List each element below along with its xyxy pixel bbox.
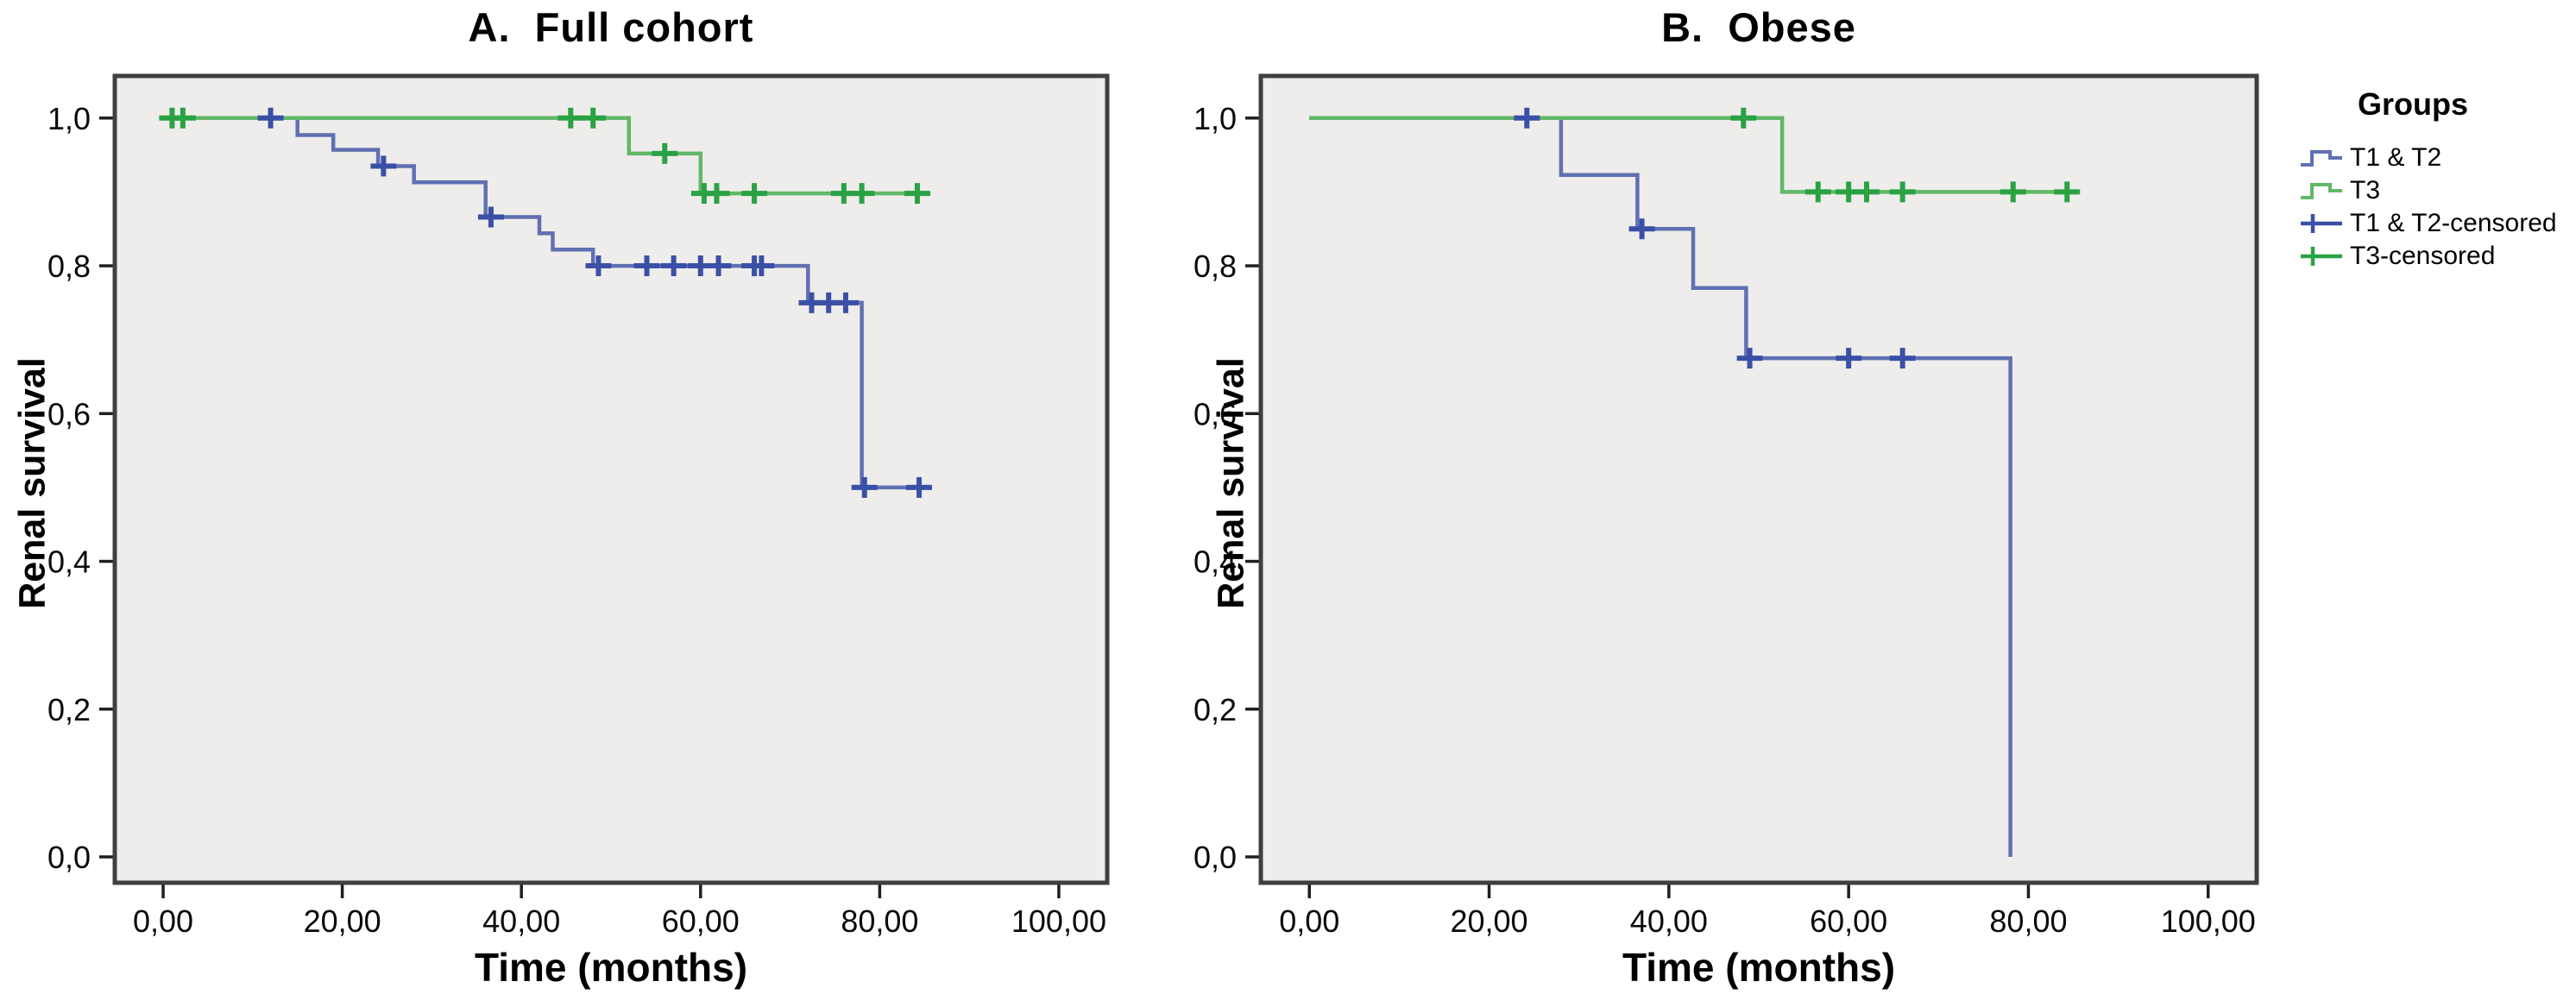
panel-a-x-tick-label: 80,00	[841, 903, 918, 939]
step-line-swatch-icon	[2301, 183, 2342, 199]
panel-b-y-tick-label: 0,2	[1194, 692, 1237, 727]
panel-b-x-tick-label: 80,00	[1989, 903, 2067, 939]
panel-b-x-tick-label: 0,00	[1279, 903, 1339, 939]
panel-a-y-tick-label: 0,8	[47, 249, 91, 284]
panel-b-y-tick-label: 0,0	[1194, 840, 1237, 875]
panel-a-y-axis-label: Renal survival	[11, 357, 54, 609]
legend-item-t1t2: T1 & T2	[2299, 142, 2573, 174]
legend-item-label: T1 & T2	[2350, 143, 2442, 172]
panel-b-y-tick-label: 0,4	[1194, 544, 1237, 580]
legend-item-t1t2-censored: T1 & T2-censored	[2299, 207, 2573, 240]
panel-b-plot-border	[1258, 73, 2259, 885]
panel-a-x-axis-label: Time (months)	[474, 945, 748, 990]
panel-b-x-axis-label: Time (months)	[1622, 945, 1896, 990]
panel-b-y-tick-label: 1,0	[1194, 101, 1237, 136]
panel-a-plot-border	[112, 73, 1110, 885]
panel-b-x-tick-label: 100,00	[2161, 903, 2256, 939]
panel-b-x-tick-label: 20,00	[1450, 903, 1527, 939]
panel-a-y-tick-label: 1,0	[47, 101, 91, 136]
legend-title: Groups	[2357, 86, 2468, 122]
legend: Groups T1 & T2 T3 T1 & T2-censored T3-ce…	[2299, 86, 2573, 273]
panel-a-y-tick-label: 0,0	[47, 840, 91, 875]
legend-item-label: T1 & T2-censored	[2350, 209, 2557, 237]
panel-a-x-tick-label: 20,00	[304, 903, 381, 939]
panel-a-y-tick-label: 0,4	[47, 544, 91, 580]
panel-b-y-tick-label: 0,6	[1194, 396, 1237, 431]
censor-plus-swatch-icon	[2301, 214, 2342, 233]
panel-a-x-tick-label: 100,00	[1011, 903, 1106, 939]
legend-item-label: T3-censored	[2350, 242, 2496, 270]
panel-b-km-curve-t3	[1309, 116, 2074, 194]
panel-a-x-tick-label: 40,00	[482, 903, 560, 939]
legend-item-t3: T3	[2299, 174, 2573, 207]
panel-b-km-curve-t1-t2	[1309, 116, 2012, 857]
censor-plus-swatch-icon	[2301, 247, 2342, 266]
panel-a-x-tick-label: 0,00	[133, 903, 193, 939]
panel-b-title: B. Obese	[1661, 4, 1856, 50]
panel-b-x-tick-label: 60,00	[1810, 903, 1887, 939]
panel-a-plot-area	[115, 76, 1107, 883]
panel-a-x-tick-label: 60,00	[662, 903, 740, 939]
panel-b-y-axis-label: Renal survival	[1210, 357, 1252, 609]
legend-item-label: T3	[2350, 176, 2381, 205]
panel-a-km-curve-t1-t2	[163, 116, 929, 490]
panel-a-title: A. Full cohort	[468, 4, 754, 50]
panel-a-y-tick-label: 0,6	[47, 396, 91, 431]
legend-item-t3-censored: T3-censored	[2299, 240, 2573, 273]
panel-b-plot-area	[1261, 76, 2257, 883]
panel-b-x-tick-label: 40,00	[1630, 903, 1708, 939]
step-line-swatch-icon	[2301, 150, 2342, 167]
panel-a-y-tick-label: 0,2	[47, 692, 91, 727]
panel-b-y-tick-label: 0,8	[1194, 249, 1237, 284]
